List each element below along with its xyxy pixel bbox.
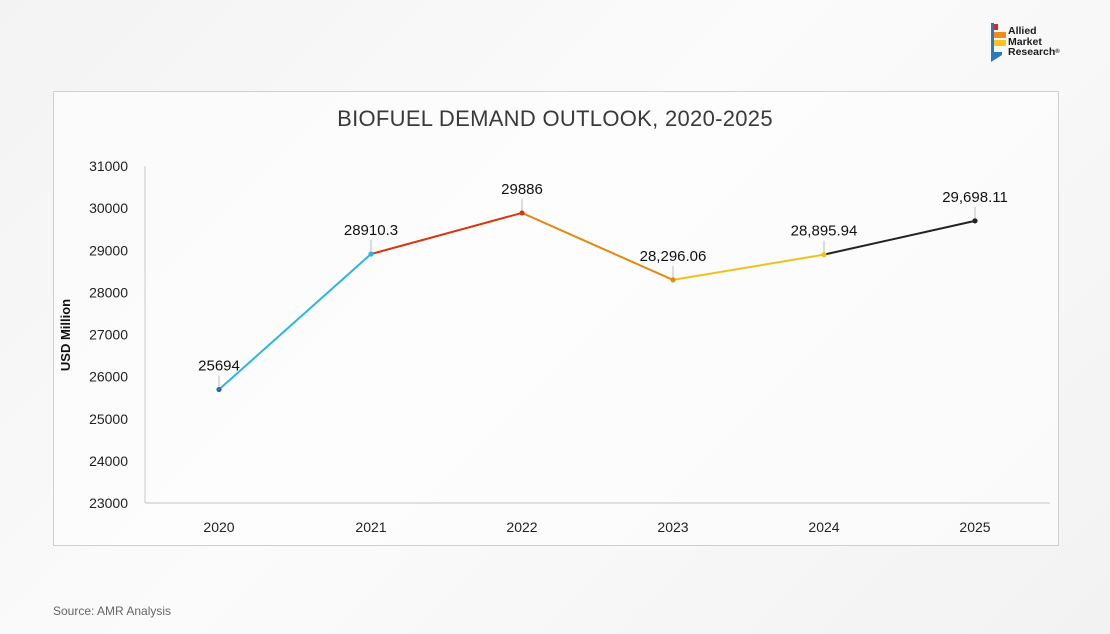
series-line-segment	[218, 253, 372, 391]
logo-line-2: Market	[1008, 35, 1042, 48]
x-tick-label: 2022	[506, 519, 537, 535]
logo-line-1: Allied	[1008, 25, 1037, 37]
logo-line-3: Research®	[1008, 46, 1060, 58]
series-line-segment	[672, 253, 825, 281]
x-tick-label: 2023	[657, 519, 688, 535]
data-point	[216, 386, 222, 393]
data-point	[821, 252, 827, 258]
data-label: 29,698.11	[942, 189, 1008, 206]
chart-title: BIOFUEL DEMAND OUTLOOK, 2020-2025	[337, 106, 773, 131]
y-tick-label: 31000	[89, 158, 128, 174]
series-line-segment	[521, 212, 674, 281]
y-tick-label: 25000	[89, 411, 128, 427]
y-tick-label: 26000	[89, 369, 128, 385]
series-line-segment	[370, 211, 523, 255]
y-tick-label: 30000	[89, 200, 128, 216]
allied-market-research-logo: Allied Market Research®	[990, 22, 1090, 78]
logo-text: Allied Market Research®	[1008, 26, 1060, 58]
y-tick-label: 24000	[89, 453, 128, 469]
data-point	[519, 210, 525, 216]
data-point	[670, 277, 676, 283]
data-label: 28,895.94	[791, 223, 858, 240]
y-axis-label: USD Million	[58, 299, 73, 371]
data-label: 28910.3	[344, 222, 398, 239]
x-tick-label: 2021	[355, 519, 386, 535]
series-line-segment	[823, 219, 976, 256]
x-tick-label: 2025	[959, 519, 990, 535]
data-label: 28,296.06	[640, 248, 707, 265]
y-tick-label: 28000	[89, 284, 128, 300]
data-point	[972, 218, 978, 224]
data-point	[368, 251, 374, 257]
logo-mark-icon	[991, 23, 1006, 62]
x-tick-label: 2024	[808, 519, 839, 535]
y-tick-label: 29000	[89, 242, 128, 258]
chart-card	[53, 91, 1059, 546]
data-label: 29886	[501, 181, 543, 198]
data-label: 25694	[198, 358, 240, 375]
y-tick-label: 27000	[89, 327, 128, 343]
source-note: Source: AMR Analysis	[53, 604, 172, 618]
x-tick-label: 2020	[203, 519, 234, 535]
y-tick-label: 23000	[89, 495, 128, 511]
